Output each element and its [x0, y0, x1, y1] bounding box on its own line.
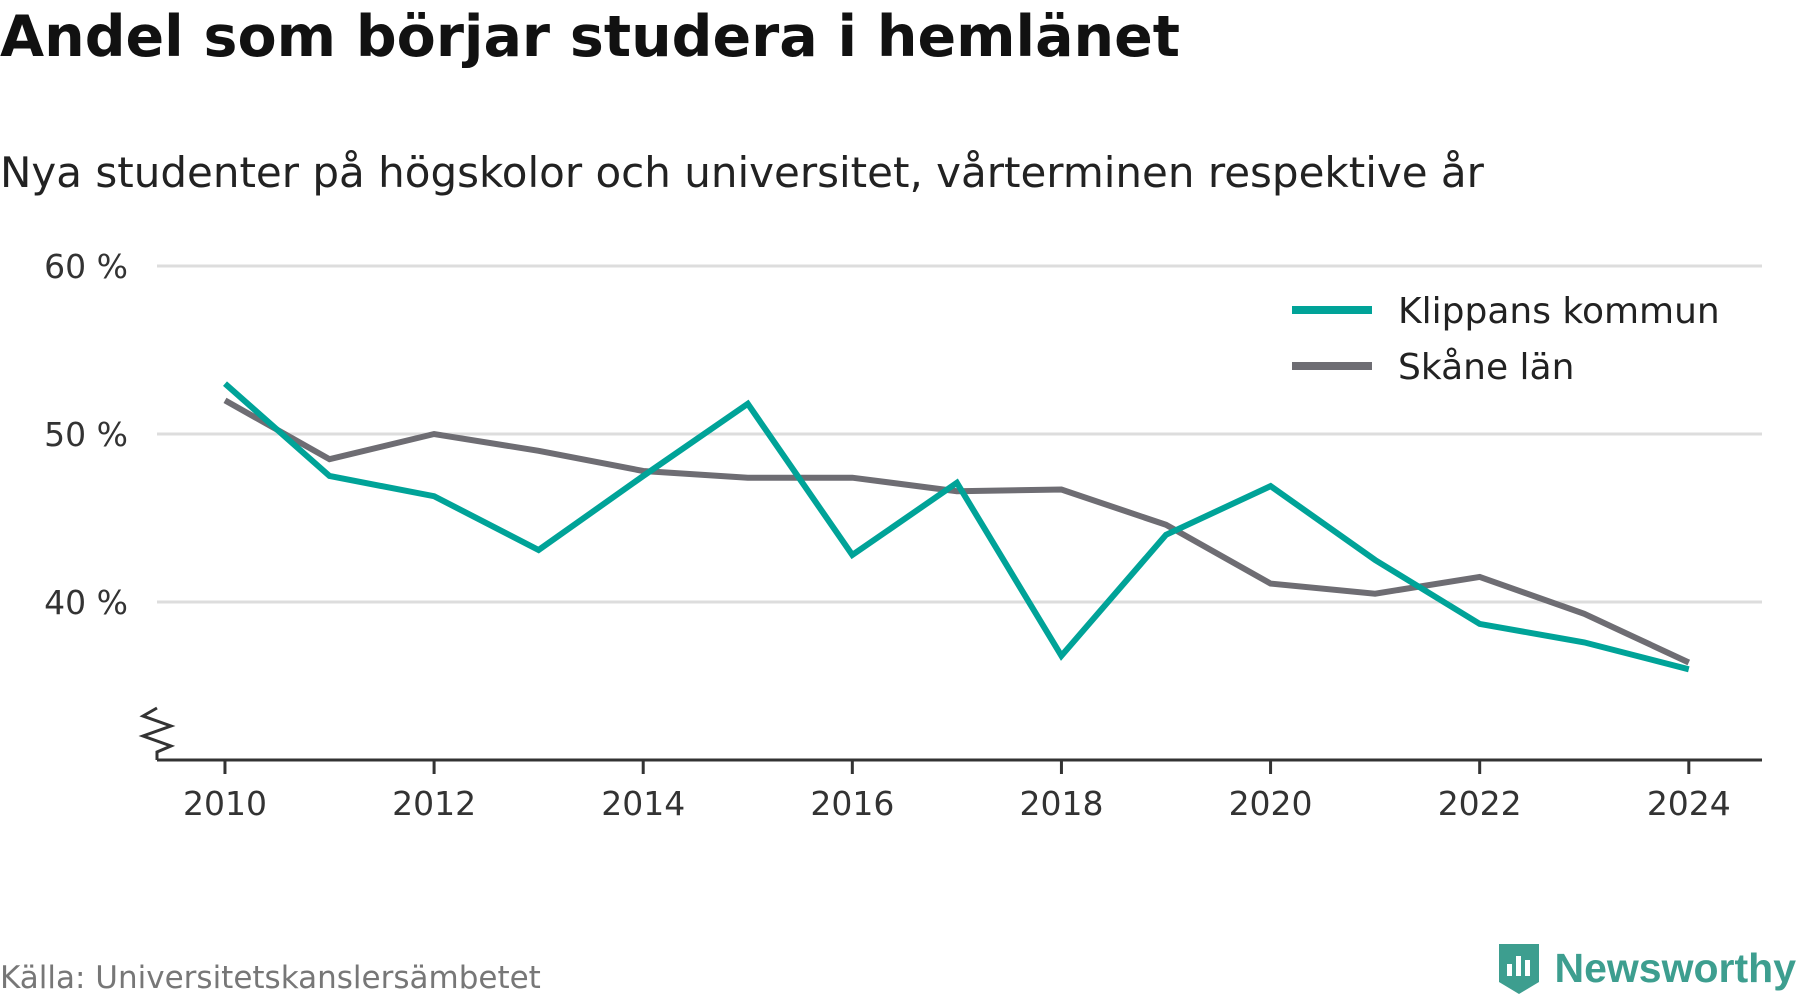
brand-logo: Newsworthy — [1495, 940, 1797, 996]
legend-label: Skåne län — [1398, 347, 1574, 388]
chart-title: Andel som börjar studera i hemlänet — [0, 4, 1181, 70]
x-tick-label: 2020 — [1229, 784, 1313, 823]
x-tick-label: 2024 — [1647, 784, 1731, 823]
x-tick-label: 2010 — [183, 784, 267, 823]
series-line-klippan — [223, 381, 1690, 673]
x-tick-label: 2016 — [810, 784, 894, 823]
x-tick-label: 2018 — [1019, 784, 1103, 823]
series-lines — [223, 381, 1691, 673]
y-tick-label: 60 % — [44, 247, 128, 286]
x-tick-label: 2022 — [1438, 784, 1522, 823]
y-axis-break — [138, 706, 176, 760]
legend-label: Klippans kommun — [1398, 291, 1720, 332]
legend: Klippans kommun Skåne län — [1292, 291, 1720, 388]
axes: 40 % 50 % 60 % 2010 2012 2014 2016 2018 2020 2022… — [44, 247, 1762, 823]
y-tick-label: 40 % — [44, 583, 128, 622]
newsworthy-logo-icon — [1498, 944, 1539, 994]
y-tick-label: 50 % — [44, 415, 128, 454]
x-tick-label: 2012 — [392, 784, 476, 823]
source-note: Källa: Universitetskanslersämbetet — [0, 960, 541, 996]
series-line-skane — [223, 397, 1691, 666]
x-tick-label: 2014 — [601, 784, 685, 823]
chart-subtitle: Nya studenter på högskolor och universit… — [0, 148, 1484, 197]
brand-name: Newsworthy — [1554, 944, 1797, 991]
